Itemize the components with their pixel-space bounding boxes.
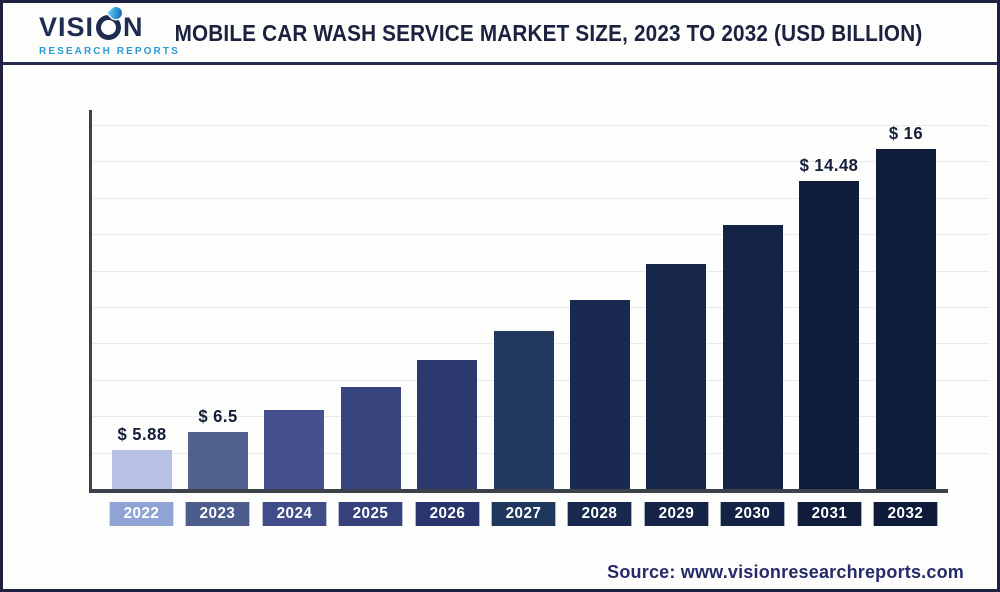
gridline (91, 125, 989, 126)
x-label-2028: 2028 (568, 502, 632, 526)
brand-subtitle: RESEARCH REPORTS (39, 46, 180, 57)
bar-2024 (264, 410, 325, 489)
x-label-2030: 2030 (720, 502, 785, 526)
x-label-2023: 2023 (186, 502, 250, 526)
gridline (91, 270, 989, 272)
brand-logo: VISI N RESEARCH REPORTS (39, 4, 180, 57)
x-label-2026: 2026 (415, 502, 479, 526)
value-label-2031: $ 14.48 (799, 154, 859, 175)
x-label-2031: 2031 (797, 502, 861, 526)
bar-2029 (646, 264, 707, 489)
bar-2026 (417, 360, 478, 489)
bar-2028 (569, 299, 630, 489)
x-label-2024: 2024 (262, 502, 327, 526)
x-label-2032: 2032 (873, 502, 938, 526)
brand-word-left: VISI (39, 12, 95, 42)
bar-2023 (187, 431, 248, 489)
x-axis-line (89, 489, 948, 493)
x-label-2025: 2025 (338, 502, 403, 526)
x-label-2022: 2022 (109, 502, 174, 526)
x-label-2029: 2029 (644, 502, 709, 526)
header-bar: VISI N RESEARCH REPORTS MOBILE CAR WASH … (3, 3, 997, 65)
y-axis-line (89, 110, 92, 493)
gridline (91, 234, 989, 236)
bar-2032 (875, 149, 936, 489)
gridline (91, 161, 989, 163)
bar-2027 (493, 331, 554, 489)
brand-word-right: N (123, 12, 144, 42)
x-label-2027: 2027 (491, 502, 556, 526)
bar-chart: $ 5.88 $ 6.5 $ 14.48 $ 16 2022 2023 2024 2025 2… (3, 3, 997, 589)
source-text: Source: www.visionresearchreports.com (607, 562, 964, 582)
gridline (91, 307, 989, 308)
page-title: MOBILE CAR WASH SERVICE MARKET SIZE, 202… (174, 20, 923, 46)
value-label-2032: $ 16 (888, 123, 923, 143)
bar-2025 (340, 386, 401, 489)
bar-2022 (111, 449, 172, 489)
bar-2030 (722, 225, 783, 489)
bar-2031 (799, 180, 860, 489)
value-label-2022: $ 5.88 (116, 423, 167, 444)
brand-wordmark: VISI N (39, 4, 180, 43)
logo-o-ring (96, 4, 125, 40)
value-label-2023: $ 6.5 (198, 405, 238, 426)
gridline (91, 197, 989, 199)
